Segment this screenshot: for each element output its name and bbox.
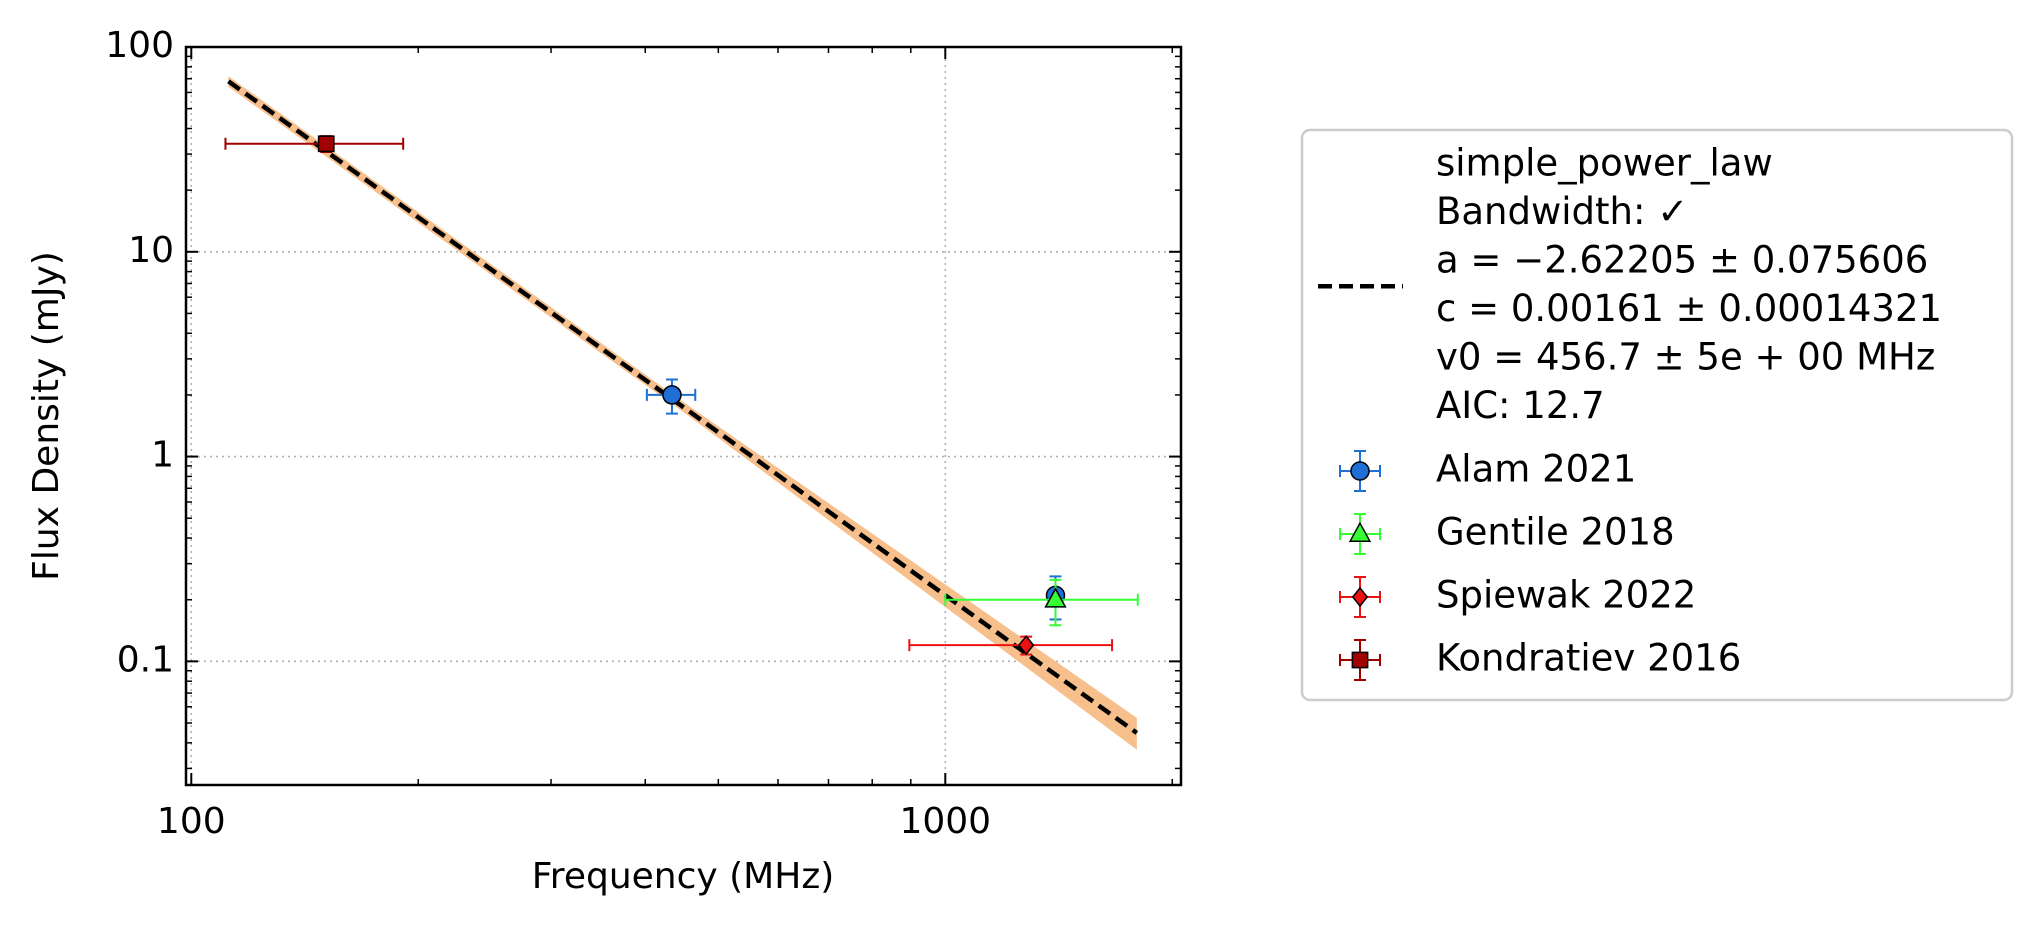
data-point	[662, 385, 682, 405]
legend-label: Kondratiev 2016	[1436, 637, 1741, 680]
plot-frame	[184, 45, 1183, 787]
y-tick-label: 10	[128, 230, 174, 271]
legend-marker	[1351, 651, 1369, 669]
data-point	[1017, 634, 1035, 656]
legend-marker	[1348, 521, 1372, 542]
x-error-bar	[224, 137, 405, 150]
fit-line	[227, 79, 1139, 735]
x-tick-label: 1000	[899, 801, 991, 842]
legend-label: v0 = 456.7 ± 5e + 00 MHz	[1436, 336, 1935, 379]
legend-label: a = −2.62205 ± 0.075606	[1436, 239, 1928, 282]
legend-label: AIC: 12.7	[1436, 384, 1605, 427]
legend-label: Gentile 2018	[1436, 511, 1675, 554]
y-tick-label: 1	[151, 435, 174, 476]
legend: simple_power_law Bandwidth: ✓ a = −2.62205…	[1318, 142, 1942, 681]
x-tick-label: 100	[157, 801, 226, 842]
legend-marker	[1351, 586, 1369, 608]
legend-label: simple_power_law	[1436, 142, 1773, 185]
y-tick-label: 100	[105, 25, 174, 66]
fit-band	[228, 76, 1137, 750]
legend-box	[1300, 128, 2014, 702]
x-axis-label: Frequency (MHz)	[532, 856, 835, 897]
data-point	[317, 135, 335, 153]
legend-label: c = 0.00161 ± 0.00014321	[1436, 287, 1942, 330]
legend-label: Bandwidth: ✓	[1436, 190, 1688, 233]
y-tick-label: 0.1	[117, 639, 174, 680]
x-error-bar	[944, 593, 1139, 606]
data-point	[1044, 587, 1067, 608]
x-error-bar	[908, 639, 1114, 652]
y-axis-label: Flux Density (mJy)	[26, 251, 67, 581]
legend-label: Alam 2021	[1436, 448, 1636, 491]
legend-label: Spiewak 2022	[1436, 574, 1696, 617]
legend-marker	[1350, 461, 1370, 481]
